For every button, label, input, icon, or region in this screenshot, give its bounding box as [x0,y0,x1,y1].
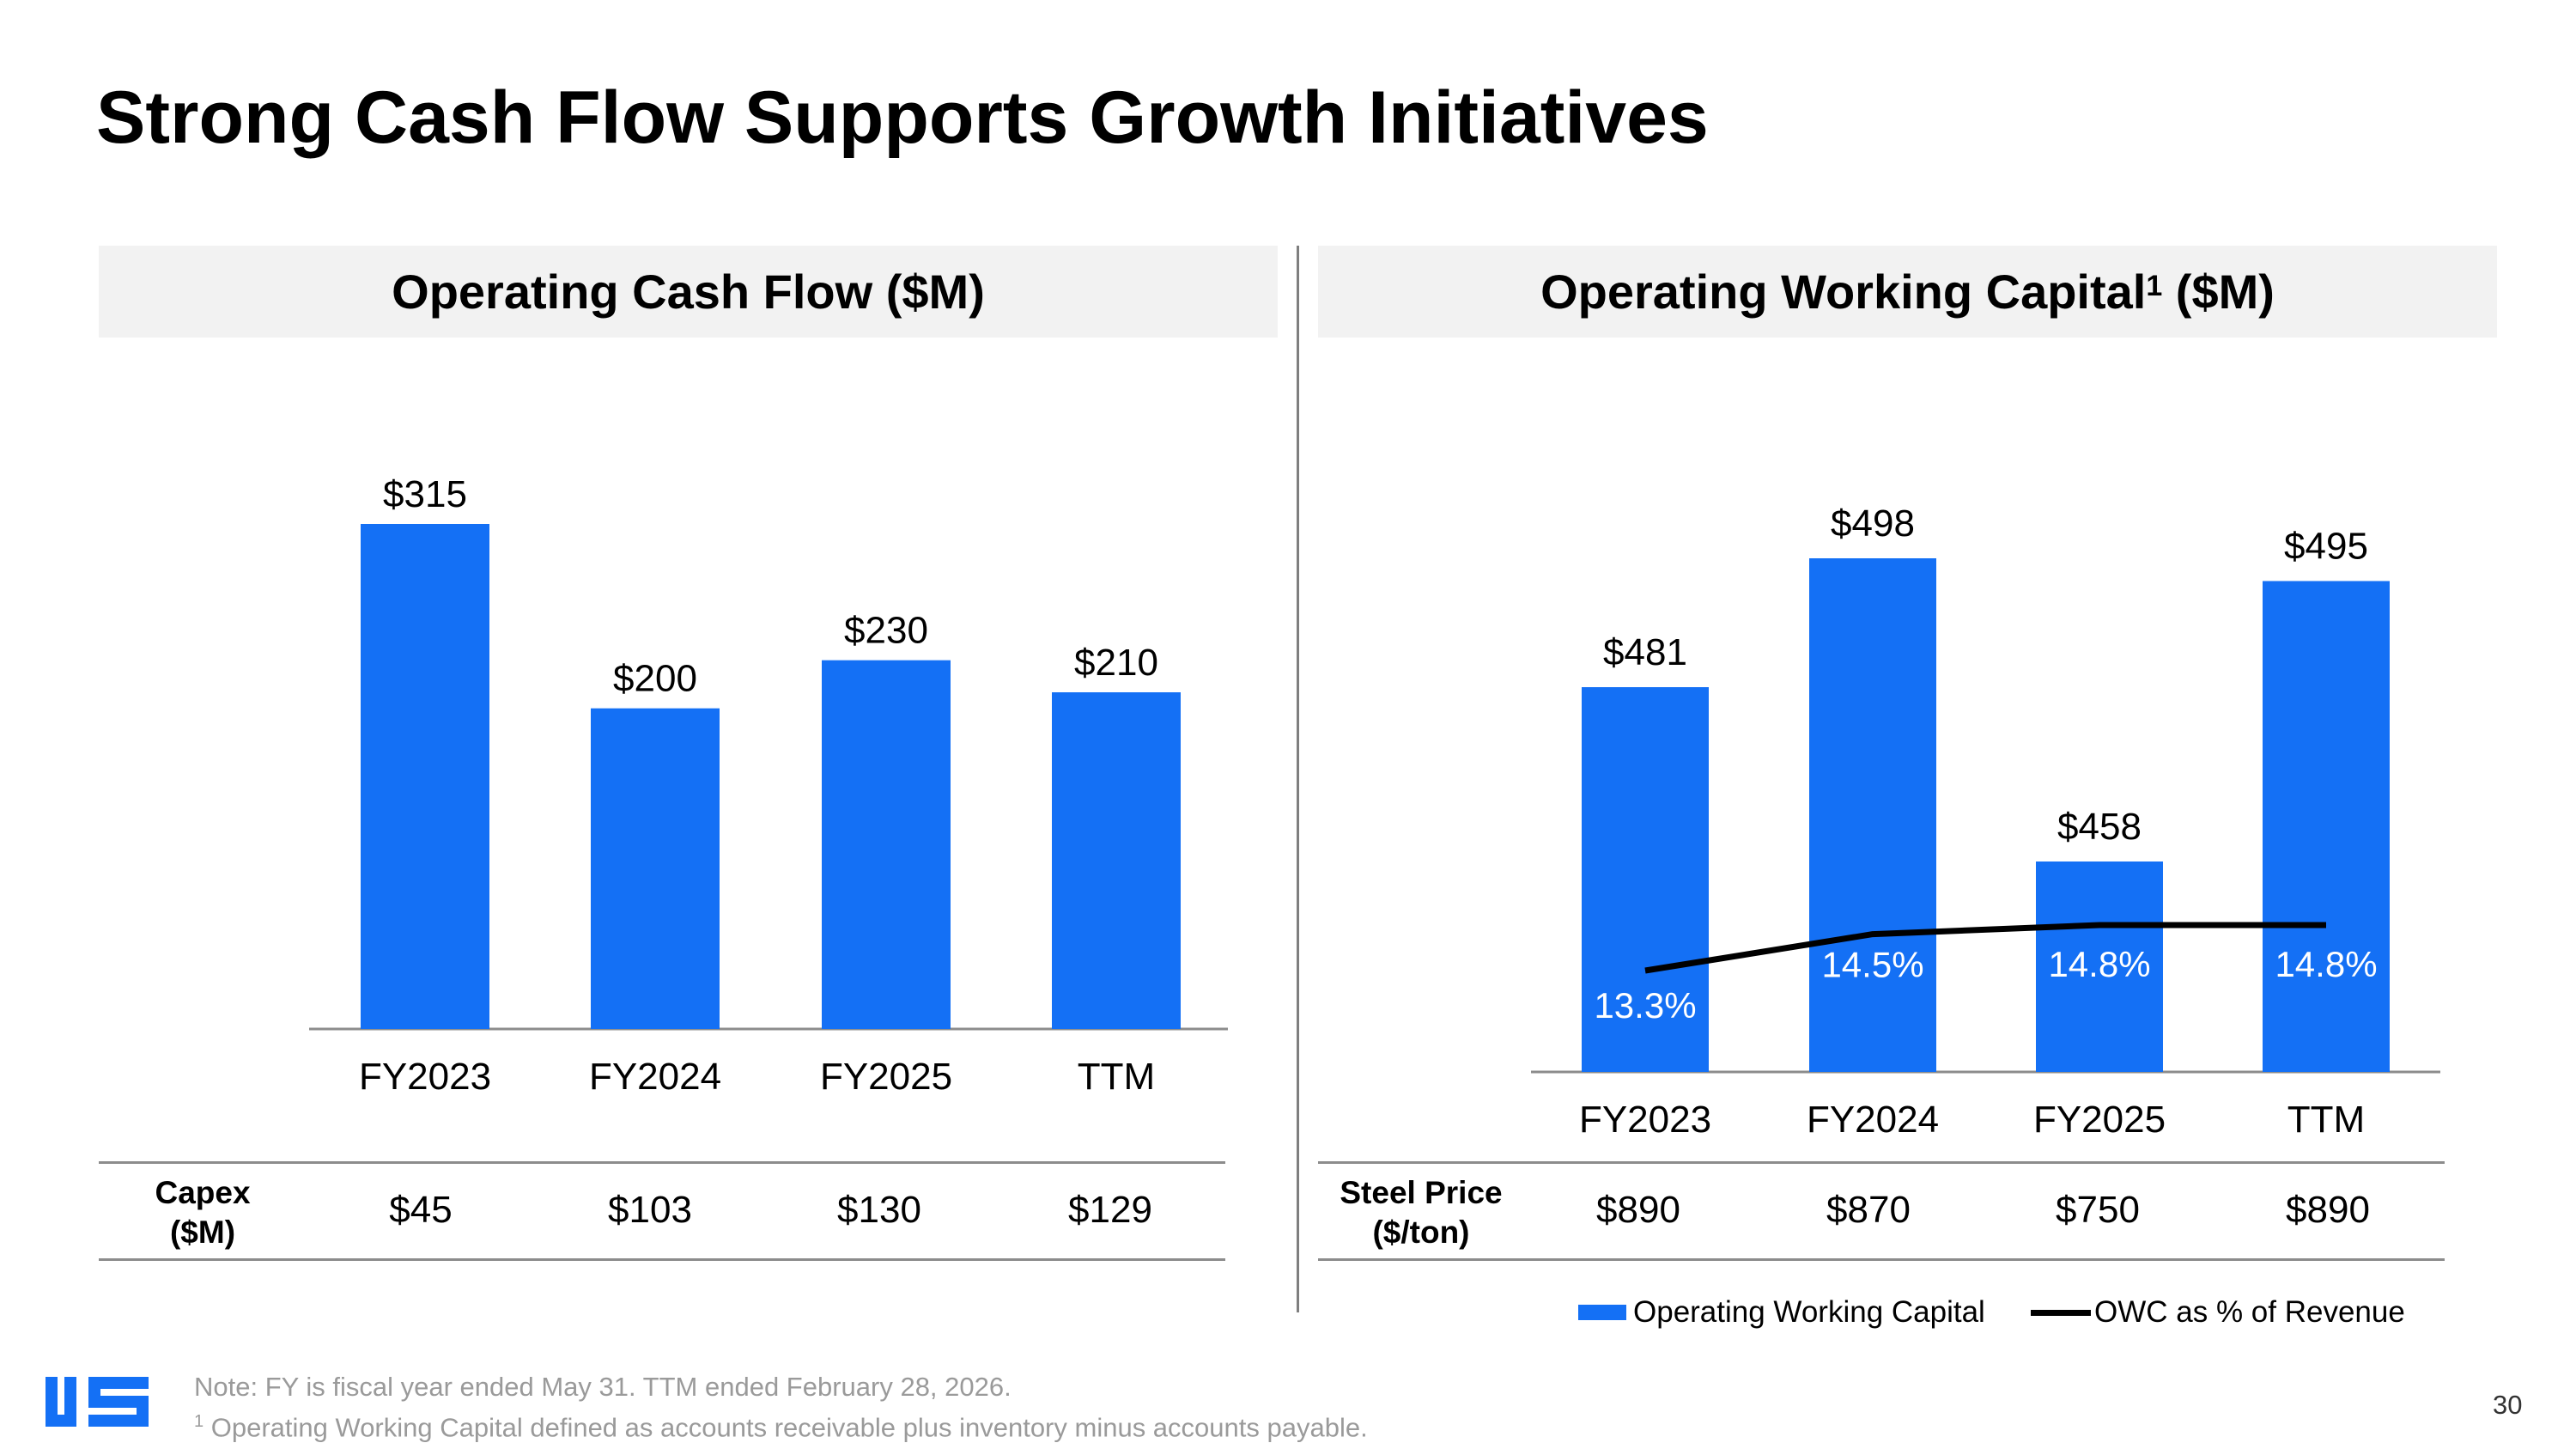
page-number: 30 [2493,1390,2523,1420]
ocf-bar-fy2025 [822,660,951,1029]
steel-table-bottom-rule [1318,1258,2445,1261]
footnote-line-2: 1 Operating Working Capital defined as a… [194,1404,1368,1445]
ocf-category-label-fy2024: FY2024 [589,1056,721,1098]
owc-category-label-fy2025: FY2025 [2033,1099,2166,1141]
ocf-value-label-fy2023: $315 [383,473,467,515]
owc-bar-ttm [2263,581,2390,1072]
owc-pct-label-ttm: 14.8% [2275,944,2377,984]
capex-label-line1: Capex [155,1175,251,1210]
ocf-value-label-fy2024: $200 [613,658,697,700]
owc-category-label-fy2024: FY2024 [1807,1099,1939,1141]
ocf-value-label-fy2025: $230 [844,610,928,652]
owc-bar-fy2023 [1582,687,1709,1072]
owc-bar-fy2025 [2036,861,2163,1072]
legend-bar-label: Operating Working Capital [1633,1295,1985,1329]
company-logo [46,1377,149,1427]
legend-owc-pct: OWC as % of Revenue [2031,1295,2405,1330]
owc-value-label-fy2023: $481 [1603,631,1687,673]
ocf-bar-fy2023 [361,524,489,1029]
ocf-bar-fy2024 [591,708,720,1029]
ocf-value-label-ttm: $210 [1074,642,1158,684]
owc-pct-label-fy2025: 14.8% [2048,944,2150,984]
slide-title: Strong Cash Flow Supports Growth Initiat… [96,76,1709,159]
footnote-mark: 1 [194,1412,204,1431]
capex-value-ttm: $129 [1068,1189,1152,1231]
footnote-line-1: Note: FY is fiscal year ended May 31. TT… [194,1372,1012,1402]
capex-table-top-rule [99,1161,1225,1164]
capex-label-line2: ($M) [169,1215,236,1250]
steel-table-top-rule [1318,1161,2445,1164]
owc-bar-fy2024 [1809,558,1936,1072]
capex-value-fy2023: $45 [389,1189,453,1231]
legend-line-label: OWC as % of Revenue [2094,1295,2405,1329]
ocf-category-label-fy2023: FY2023 [359,1056,491,1098]
owc-pct-label-fy2024: 14.5% [1821,945,1923,985]
owc-pct-line [1644,922,2326,974]
owc-header-suffix: ($M) [2162,265,2275,319]
capex-row-label: Capex ($M) [117,1173,289,1252]
footnotes: Note: FY is fiscal year ended May 31. TT… [194,1370,1368,1445]
legend-line-swatch [2031,1309,2091,1316]
footnote-line-2-text: Operating Working Capital defined as acc… [204,1412,1368,1443]
steel-value-ttm: $890 [2286,1189,2370,1231]
owc-category-label-ttm: TTM [2287,1099,2365,1141]
steel-label-line1: Steel Price [1340,1175,1503,1210]
ocf-bar-ttm [1052,692,1181,1029]
owc-header-text: Operating Working Capital [1540,265,2147,319]
owc-pct-label-fy2023: 13.3% [1594,985,1696,1026]
legend-owc: Operating Working Capital [1578,1295,1985,1330]
steel-value-fy2024: $870 [1826,1189,1911,1231]
steel-value-fy2023: $890 [1596,1189,1680,1231]
ocf-category-label-fy2025: FY2025 [820,1056,952,1098]
ocf-category-label-ttm: TTM [1078,1056,1155,1098]
capex-table-bottom-rule [99,1258,1225,1261]
steel-value-fy2025: $750 [2056,1189,2140,1231]
owc-category-label-fy2023: FY2023 [1579,1099,1711,1141]
legend-bar-swatch [1578,1305,1626,1320]
owc-header-footnote-mark: 1 [2146,270,2163,302]
panel-divider [1297,246,1299,1312]
operating-cash-flow-header: Operating Cash Flow ($M) [99,246,1278,338]
operating-cash-flow-header-text: Operating Cash Flow ($M) [392,265,985,319]
steel-price-row-label: Steel Price ($/ton) [1322,1173,1520,1252]
owc-value-label-fy2025: $458 [2057,806,2142,848]
operating-working-capital-header: Operating Working Capital 1 ($M) [1318,246,2497,338]
owc-value-label-ttm: $495 [2284,525,2368,567]
owc-value-label-fy2024: $498 [1831,502,1915,545]
capex-value-fy2025: $130 [837,1189,921,1231]
steel-label-line2: ($/ton) [1372,1215,1470,1250]
capex-value-fy2024: $103 [608,1189,692,1231]
